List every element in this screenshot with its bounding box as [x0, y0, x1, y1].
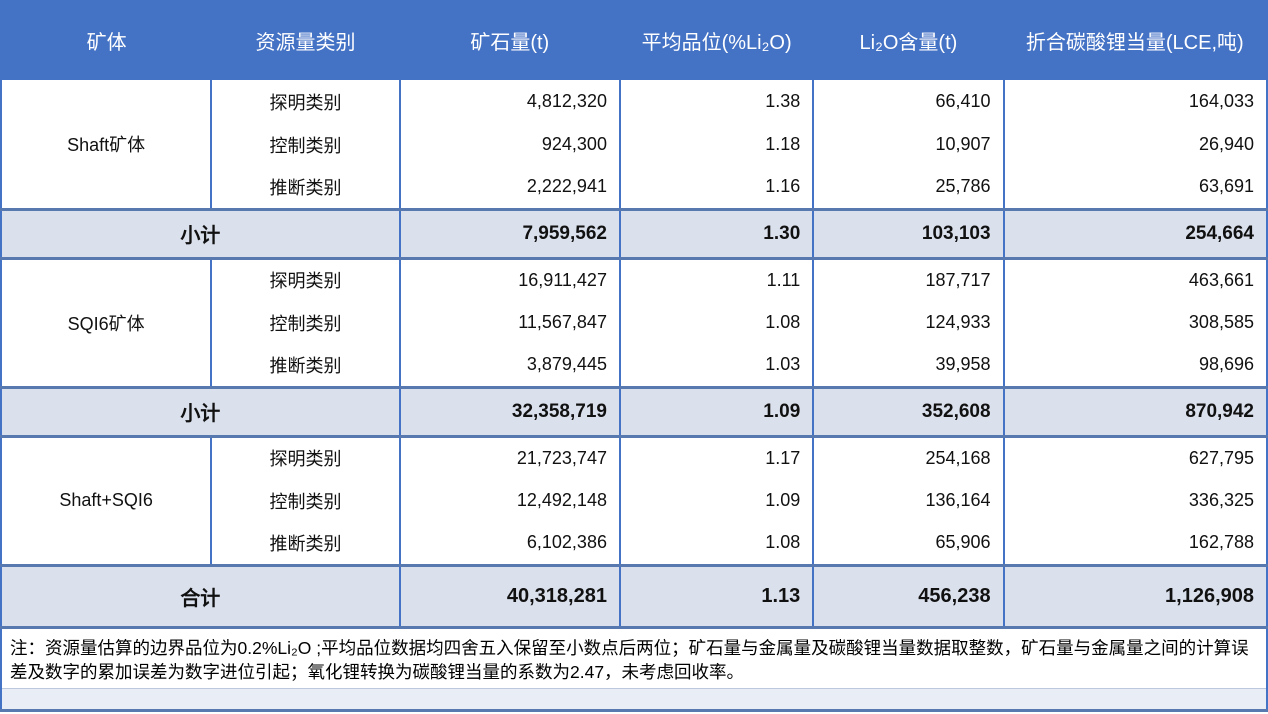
grade-cell: 1.09	[619, 479, 815, 522]
ore-tonnage-cell: 6,102,386	[399, 522, 621, 565]
lce-cell: 336,325	[1188, 490, 1254, 510]
li2o-content-cell: 254,168	[813, 436, 1005, 479]
subtotal-lce-cell: 254,664	[1003, 207, 1267, 260]
orebody-name: SQI6矿体	[1, 258, 213, 387]
grade-cell: 1.38	[619, 80, 815, 123]
li2o-content-cell: 39,958	[813, 344, 1005, 387]
subtotal-row: 小计 7,959,562 1.30 103,103 254,664	[1, 207, 1267, 260]
subtotal-li2o-content-cell: 103,103	[813, 207, 1005, 260]
table-row: 推断类别 6,102,386 1.08 65,906 162,788	[1, 522, 1267, 565]
table-row: 推断类别 3,879,445 1.03 39,958 98,696	[1, 344, 1267, 387]
lce-cell: 162,788	[1188, 532, 1254, 553]
ore-tonnage-cell: 4,812,320	[399, 80, 621, 123]
subtotal-li2o-content-cell: 352,608	[813, 385, 1005, 438]
grade-cell: 1.18	[619, 123, 815, 166]
category-cell: 推断类别	[211, 166, 401, 209]
category-cell: 推断类别	[211, 522, 401, 565]
orebody-name: Shaft+SQI6	[1, 436, 213, 565]
ore-tonnage-cell: 11,567,847	[399, 301, 621, 344]
ore-tonnage-cell: 16,911,427	[399, 258, 621, 301]
table-row: Shaft+SQI6 探明类别 21,723,747 1.17 254,168 …	[1, 436, 1267, 565]
subtotal-label: 小计	[1, 207, 401, 260]
lce-cell: 463,661	[1188, 269, 1254, 290]
total-ore-tonnage-cell: 40,318,281	[399, 563, 621, 629]
li2o-content-cell: 25,786	[813, 166, 1005, 209]
grade-cell: 1.03	[619, 344, 815, 387]
table-row: SQI6矿体 探明类别 16,911,427 1.11 187,717 463,…	[1, 258, 1267, 387]
li2o-content-cell: 136,164	[813, 479, 1005, 522]
grade-cell: 1.17	[619, 436, 815, 479]
lce-cell: 164,033	[1188, 91, 1254, 111]
li2o-content-cell: 187,717	[813, 258, 1005, 301]
grade-cell: 1.16	[619, 166, 815, 209]
ore-tonnage-cell: 12,492,148	[399, 479, 621, 522]
lce-cell: 98,696	[1198, 354, 1254, 375]
grade-cell: 1.11	[619, 258, 815, 301]
col-header-category: 资源量类别	[211, 0, 400, 80]
lce-cell: 63,691	[1198, 176, 1254, 197]
category-cell: 推断类别	[211, 344, 401, 387]
category-cell: 控制类别	[211, 479, 401, 522]
subtotal-label: 小计	[1, 385, 401, 438]
table-row: 推断类别 2,222,941 1.16 25,786 63,691	[1, 166, 1267, 209]
bottom-strip	[1, 688, 1267, 712]
subtotal-ore-tonnage-cell: 7,959,562	[399, 207, 621, 260]
category-cell: 探明类别	[211, 436, 401, 479]
total-row: 合计 40,318,281 1.13 456,238 1,126,908	[1, 563, 1267, 629]
ore-tonnage-cell: 21,723,747	[399, 436, 621, 479]
category-cell: 控制类别	[211, 123, 401, 166]
table-row: 控制类别 12,492,148 1.09 136,164 336,325	[1, 479, 1267, 522]
lce-cell: 308,585	[1188, 312, 1254, 332]
grade-cell: 1.08	[619, 522, 815, 565]
table-header-row: 矿体 资源量类别 矿石量(t) 平均品位(%Li₂O) Li₂O含量(t) 折合…	[1, 0, 1267, 80]
subtotal-grade-cell: 1.30	[619, 207, 815, 260]
col-header-orebody: 矿体	[1, 0, 212, 80]
footnote-row: 注：资源量估算的边界品位为0.2%Li₂O ;平均品位数据均四舍五入保留至小数点…	[1, 627, 1267, 689]
li2o-content-cell: 124,933	[813, 301, 1005, 344]
grade-cell: 1.08	[619, 301, 815, 344]
footnote: 注：资源量估算的边界品位为0.2%Li₂O ;平均品位数据均四舍五入保留至小数点…	[1, 627, 1267, 689]
category-cell: 控制类别	[211, 301, 401, 344]
lce-cell: 627,795	[1188, 447, 1254, 468]
ore-tonnage-cell: 2,222,941	[399, 166, 621, 209]
total-li2o-content-cell: 456,238	[813, 563, 1005, 629]
total-lce-cell: 1,126,908	[1003, 563, 1267, 629]
category-cell: 探明类别	[211, 80, 401, 123]
total-label: 合计	[1, 563, 401, 629]
col-header-ore-tonnage: 矿石量(t)	[399, 0, 620, 80]
ore-tonnage-cell: 3,879,445	[399, 344, 621, 387]
li2o-content-cell: 10,907	[813, 123, 1005, 166]
total-grade-cell: 1.13	[619, 563, 815, 629]
orebody-name: Shaft矿体	[1, 80, 213, 209]
table-row: 控制类别 924,300 1.18 10,907 26,940	[1, 123, 1267, 166]
col-header-li2o-content: Li₂O含量(t)	[813, 0, 1004, 80]
li2o-content-cell: 66,410	[813, 80, 1005, 123]
subtotal-row: 小计 32,358,719 1.09 352,608 870,942	[1, 385, 1267, 438]
subtotal-lce-cell: 870,942	[1003, 385, 1267, 438]
lce-cell: 26,940	[1198, 134, 1254, 154]
subtotal-ore-tonnage-cell: 32,358,719	[399, 385, 621, 438]
table-row: Shaft矿体 探明类别 4,812,320 1.38 66,410 164,0…	[1, 80, 1267, 209]
table-row: 控制类别 11,567,847 1.08 124,933 308,585	[1, 301, 1267, 344]
category-cell: 探明类别	[211, 258, 401, 301]
col-header-avg-grade: 平均品位(%Li₂O)	[619, 0, 814, 80]
ore-tonnage-cell: 924,300	[399, 123, 621, 166]
col-header-lce: 折合碳酸锂当量(LCE,吨)	[1003, 0, 1267, 80]
li2o-content-cell: 65,906	[813, 522, 1005, 565]
subtotal-grade-cell: 1.09	[619, 385, 815, 438]
